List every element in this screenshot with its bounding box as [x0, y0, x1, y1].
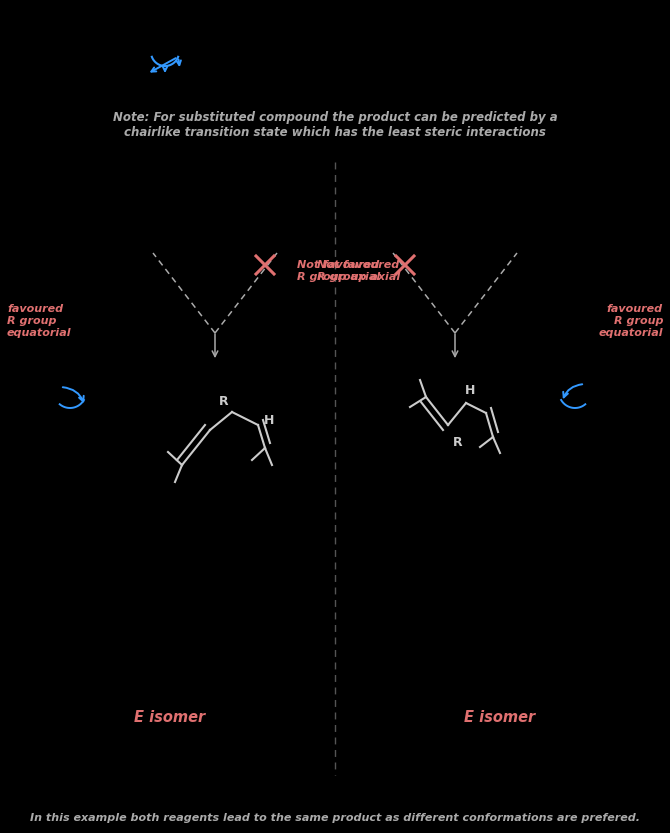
- Text: favoured
R group
equatorial: favoured R group equatorial: [7, 304, 72, 337]
- Text: R: R: [219, 396, 229, 408]
- Text: favoured
R group
equatorial: favoured R group equatorial: [598, 304, 663, 337]
- Text: E isomer: E isomer: [135, 710, 206, 725]
- Text: R: R: [453, 436, 463, 450]
- Text: H: H: [465, 383, 475, 397]
- Text: chairlike transition state which has the least steric interactions: chairlike transition state which has the…: [124, 126, 546, 138]
- Text: Not favoured
R group axial: Not favoured R group axial: [297, 260, 381, 282]
- Text: Note: For substituted compound the product can be predicted by a: Note: For substituted compound the produ…: [113, 111, 557, 123]
- Text: H: H: [264, 413, 275, 426]
- Text: E isomer: E isomer: [464, 710, 535, 725]
- Text: Not favoured
R group axial: Not favoured R group axial: [317, 260, 400, 282]
- Text: In this example both reagents lead to the same product as different conformation: In this example both reagents lead to th…: [30, 813, 640, 823]
